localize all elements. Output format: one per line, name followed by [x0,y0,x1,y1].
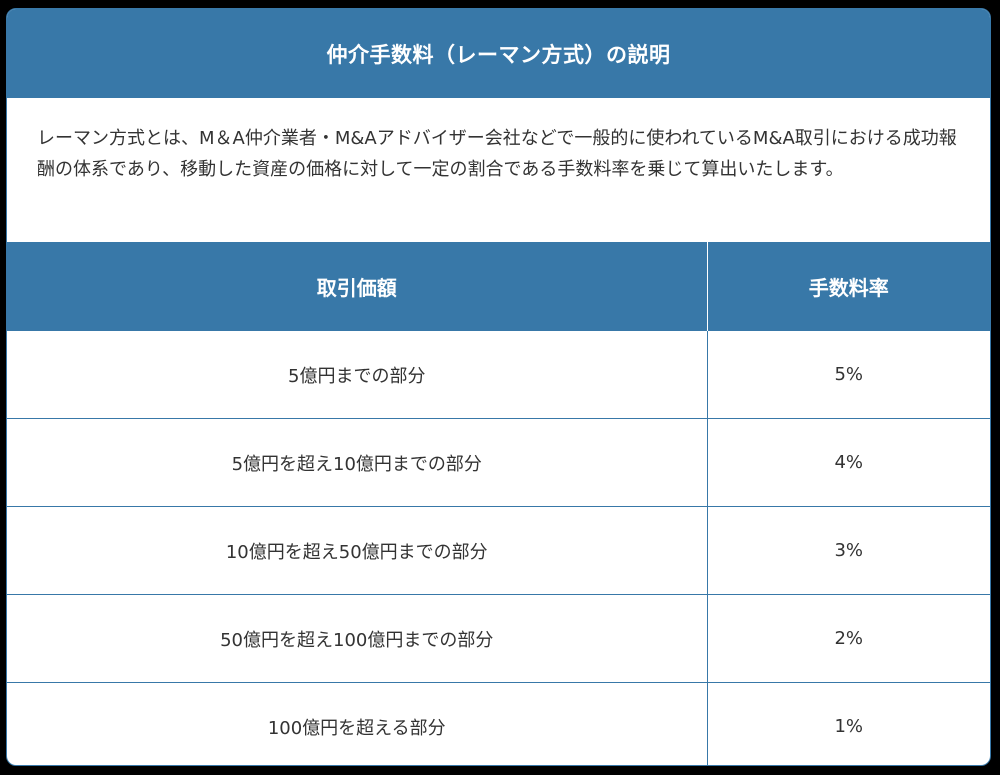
table-row: 50億円を超え100億円までの部分 2% [7,594,990,683]
table-row: 10億円を超え50億円までの部分 3% [7,506,990,595]
rate-cell: 2% [706,594,990,683]
table-row: 5億円までの部分 5% [7,331,990,419]
range-cell: 10億円を超え50億円までの部分 [7,506,707,595]
column-header-transaction-amount: 取引価額 [7,242,707,331]
rate-cell: 5% [706,331,990,419]
description-text: レーマン方式とは、M＆A仲介業者・M&Aアドバイザー会社などで一般的に使われてい… [37,128,957,180]
table-header-row: 取引価額 手数料率 [7,242,990,331]
table-row: 100億円を超える部分 1% [7,682,990,765]
range-cell: 100億円を超える部分 [267,717,446,739]
card-title: 仲介手数料（レーマン方式）の説明 [7,9,990,98]
column-header-fee-rate: 手数料率 [706,242,990,331]
lehman-fee-card: 仲介手数料（レーマン方式）の説明 レーマン方式とは、M＆A仲介業者・M&Aアドバ… [6,8,991,766]
rate-cell: 1% [706,682,990,765]
range-cell: 5億円までの部分 [7,331,707,419]
rate-cell: 3% [706,506,990,595]
rate-cell: 4% [706,418,990,507]
table-row: 5億円を超え10億円までの部分 4% [7,418,990,507]
fee-rate-table: 取引価額 手数料率 5億円までの部分 5% 5億円を超え10億円までの部分 4%… [7,242,990,765]
range-cell: 5億円を超え10億円までの部分 [7,418,707,507]
range-cell: 50億円を超え100億円までの部分 [7,594,707,683]
